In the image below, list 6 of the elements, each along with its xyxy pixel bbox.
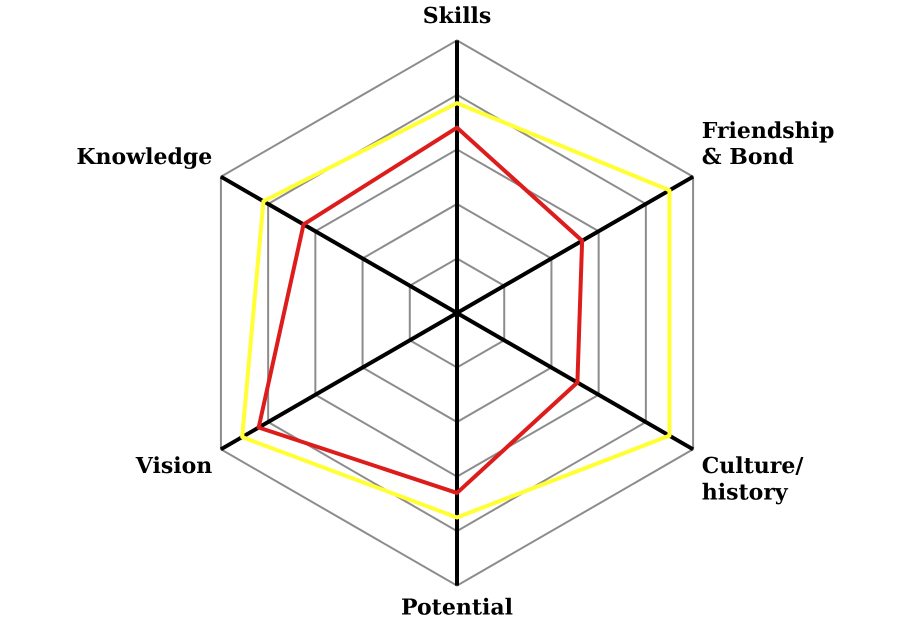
spoke-label: Skills	[422, 2, 492, 29]
spoke-label: Friendship & Bond	[702, 118, 834, 170]
spoke-label: Culture/ history	[702, 453, 804, 506]
spoke-label: Knowledge	[76, 144, 212, 170]
spoke-label: Potential	[401, 594, 513, 621]
spoke-label: Vision	[134, 453, 212, 480]
